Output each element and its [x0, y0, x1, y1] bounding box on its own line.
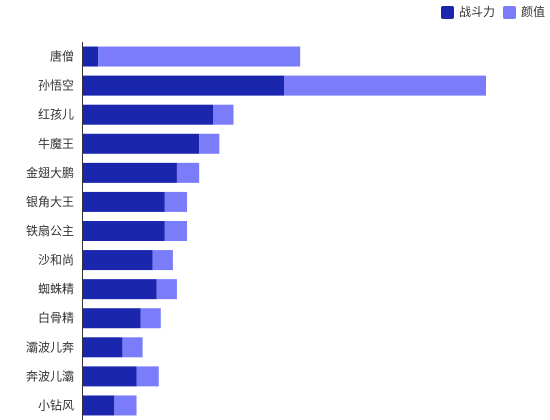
category-label: 红孩儿 — [38, 107, 74, 122]
bar-segment-series-2 — [213, 104, 234, 125]
legend-swatch-series-2 — [502, 5, 516, 19]
legend-item-series-1[interactable]: 战斗力 — [440, 5, 495, 19]
bar-segment-series-1 — [82, 46, 99, 67]
bar-segment-series-2 — [176, 162, 200, 183]
category-label: 蜘蛛精 — [38, 281, 74, 296]
category-label: 白骨精 — [38, 310, 74, 325]
bar-segment-series-2 — [164, 221, 188, 241]
bar-segment-series-1 — [82, 279, 157, 300]
bar-segment-series-2 — [122, 337, 143, 358]
legend-swatch-series-1 — [440, 5, 454, 19]
legend-label-series-1: 战斗力 — [458, 5, 495, 19]
category-label: 小钻风 — [38, 397, 74, 412]
bar-segment-series-2 — [98, 46, 301, 67]
bar-segment-series-1 — [82, 308, 141, 329]
category-label: 金翅大鹏 — [26, 165, 74, 180]
bar-segment-series-1 — [82, 337, 123, 358]
category-label: 灞波儿奔 — [26, 340, 74, 354]
category-label: 唐僧 — [50, 49, 74, 64]
bar-segment-series-2 — [164, 191, 188, 212]
bar-segment-series-2 — [152, 250, 173, 271]
legend-item-series-2[interactable]: 颜值 — [502, 5, 545, 19]
bar-segment-series-1 — [82, 221, 165, 241]
bar-segment-series-2 — [140, 308, 161, 329]
bar-segment-series-2 — [156, 279, 177, 300]
bar-segment-series-2 — [114, 395, 137, 416]
category-label: 沙和尚 — [38, 253, 74, 267]
category-label: 牛魔王 — [38, 136, 74, 151]
bar-segment-series-1 — [82, 75, 284, 96]
bar-segment-series-2 — [284, 75, 486, 96]
bars-group — [82, 46, 486, 416]
bar-segment-series-1 — [82, 162, 177, 183]
bar-segment-series-1 — [82, 133, 200, 154]
category-labels: 唐僧孙悟空红孩儿牛魔王金翅大鹏银角大王铁扇公主沙和尚蜘蛛精白骨精灞波儿奔奔波儿灞… — [26, 49, 74, 413]
legend-label-series-2: 颜值 — [520, 5, 545, 19]
bar-segment-series-1 — [82, 104, 214, 125]
bar-segment-series-1 — [82, 366, 137, 387]
bar-segment-series-1 — [82, 395, 115, 416]
category-label: 银角大王 — [26, 195, 74, 209]
legend: 战斗力 颜值 — [440, 5, 545, 19]
bar-segment-series-1 — [82, 250, 153, 271]
bar-segment-series-2 — [199, 133, 220, 154]
category-label: 奔波儿灞 — [26, 369, 74, 383]
bar-segment-series-2 — [136, 366, 159, 387]
category-label: 铁扇公主 — [26, 223, 74, 238]
bar-segment-series-1 — [82, 191, 165, 212]
category-label: 孙悟空 — [38, 78, 74, 93]
